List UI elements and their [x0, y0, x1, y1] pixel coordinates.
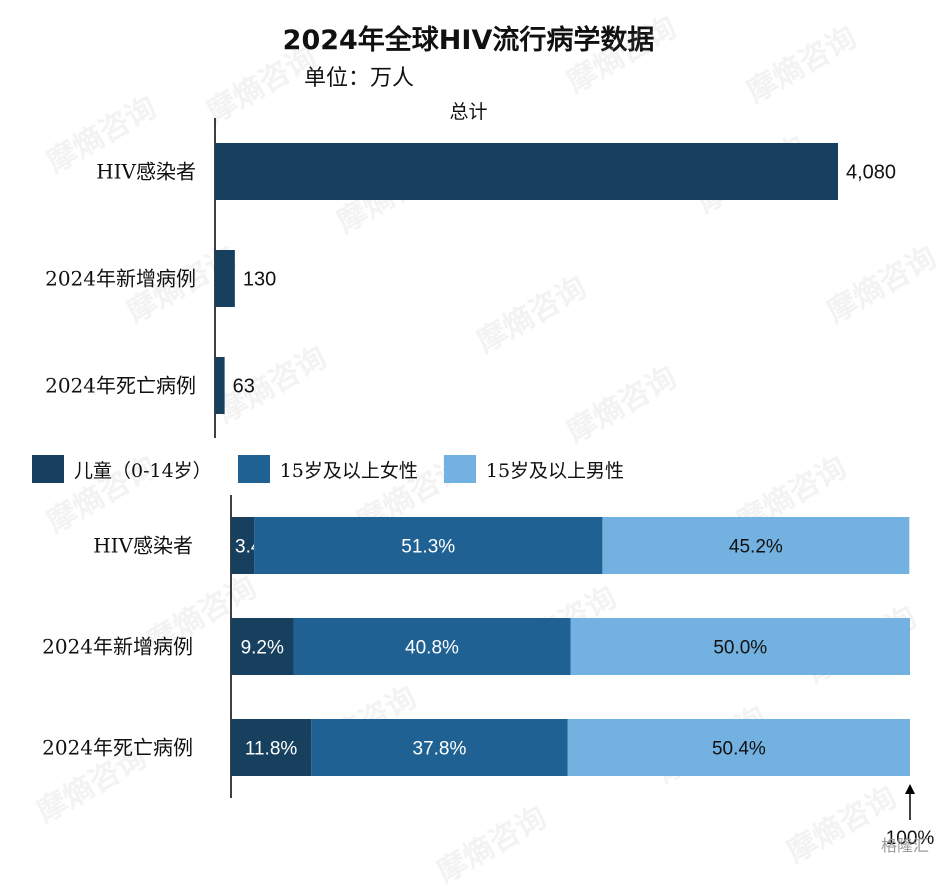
legend-item-children: 儿童（0-14岁） [32, 455, 212, 483]
total-bar [215, 143, 838, 200]
category-label: 2024年死亡病例 [42, 736, 193, 760]
category-label: 2024年新增病例 [42, 635, 193, 659]
category-label: HIV感染者 [96, 160, 196, 184]
legend-swatch-male [443, 455, 476, 483]
total-annotation: 100% [886, 828, 935, 849]
segment-value-label: 45.2% [729, 537, 783, 558]
total-value-label: 4,080 [846, 162, 896, 184]
segment-value-label: 37.8% [413, 739, 467, 760]
stacked-bar-segment [231, 517, 255, 574]
legend-item-male: 15岁及以上男性 [443, 455, 625, 483]
legend-label-children: 儿童（0-14岁） [74, 459, 212, 482]
category-label: 2024年新增病例 [45, 267, 196, 291]
total-bar [215, 250, 235, 307]
chart-title: 2024年全球HIV流行病学数据 [282, 25, 655, 56]
stacked-bar-segment [311, 719, 568, 776]
category-label: 2024年死亡病例 [45, 374, 196, 398]
legend-label-male: 15岁及以上男性 [485, 459, 625, 482]
stacked-bar-segment [570, 618, 910, 675]
category-label: HIV感染者 [93, 534, 193, 558]
stacked-bar-segment [231, 719, 312, 776]
stacked-bar-segment [254, 517, 603, 574]
stacked-bar-segment [231, 618, 294, 675]
corner-logo: 格隆汇 [880, 836, 929, 855]
unit-label: 单位：万人 [304, 66, 415, 91]
stacked-bar-segment [602, 517, 910, 574]
segment-value-label: 51.3% [401, 537, 455, 558]
legend-swatch-children [32, 455, 64, 483]
segment-value-label: 11.8% [245, 739, 298, 760]
legend: 儿童（0-14岁） 15岁及以上女性 15岁及以上男性 [32, 455, 650, 483]
total-value-label: 63 [233, 376, 255, 398]
segment-value-label: 9.2% [241, 638, 284, 659]
total-value-label: 130 [243, 269, 276, 291]
segment-value-label: 50.0% [713, 638, 767, 659]
legend-label-female: 15岁及以上女性 [279, 459, 418, 482]
stacked-bar-segment [567, 719, 910, 776]
legend-swatch-female [237, 455, 270, 483]
total-bar [215, 357, 225, 414]
total-arrow-head [905, 784, 915, 794]
stacked-bar-segment [293, 618, 571, 675]
segment-value-label: 40.8% [405, 638, 459, 659]
top-chart-subtitle: 总计 [449, 101, 488, 123]
segment-value-label: 50.4% [712, 739, 766, 760]
legend-item-female: 15岁及以上女性 [237, 455, 418, 483]
total-bar-chart: 4,080 HIV感染者 130 2024年新增病例 63 2024年死亡病例 [45, 118, 896, 438]
percent-stacked-chart: HIV感染者3.4%51.3%45.2%2024年新增病例9.2%40.8%50… [42, 495, 935, 849]
